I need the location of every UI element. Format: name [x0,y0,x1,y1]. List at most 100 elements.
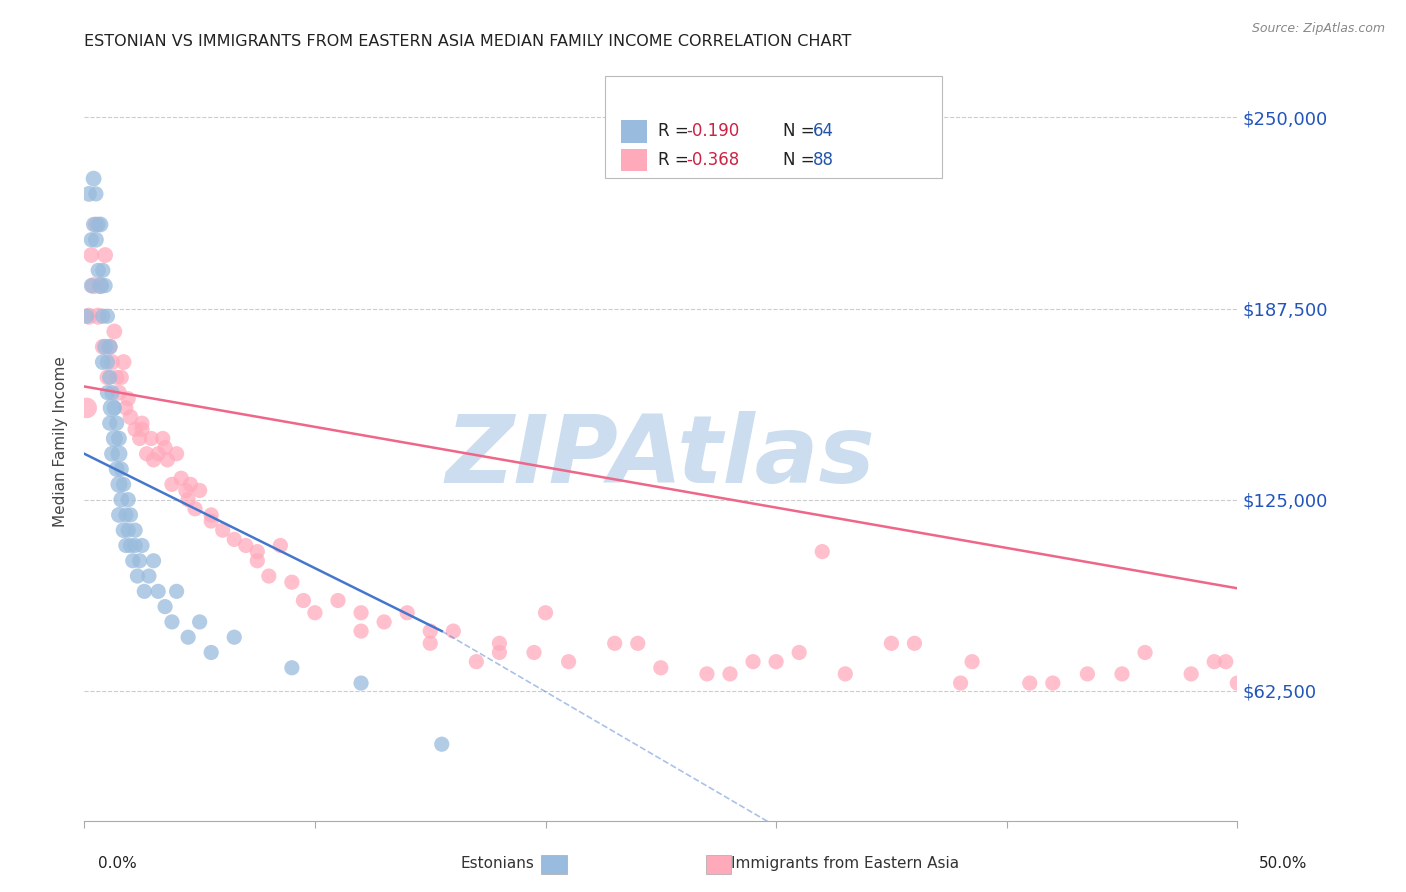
Point [350,676,373,690]
Point [121,554,143,568]
Point [83,171,105,186]
Point [117,392,139,406]
Point [101,401,124,415]
Point [110,370,132,384]
Point [269,539,291,553]
Point [650,661,672,675]
Point [87,309,110,323]
Point [80,233,103,247]
Point [200,514,222,528]
Point [141,432,163,446]
Point [224,630,246,644]
Point [115,508,138,522]
Point [834,666,856,681]
Point [179,477,201,491]
Point [146,447,169,461]
Point [108,508,131,522]
Point [108,477,131,491]
Point [91,340,114,354]
Point [76,401,98,415]
Text: R =: R = [658,151,695,169]
Point [373,615,395,629]
Point [557,655,579,669]
Point [246,544,269,558]
Point [465,655,488,669]
Point [83,278,105,293]
Point [488,645,510,659]
Point [117,492,139,507]
Point [84,186,107,201]
Point [115,401,138,415]
Text: 88: 88 [813,151,834,169]
Point [110,492,132,507]
Point [292,593,315,607]
Point [103,325,125,339]
Point [166,584,188,599]
Point [120,508,142,522]
Point [811,544,834,558]
Point [101,355,124,369]
Point [160,477,183,491]
Point [350,624,373,639]
Point [960,655,983,669]
Point [105,462,128,476]
Point [87,218,110,232]
Point [98,340,121,354]
Point [1018,676,1040,690]
Point [523,645,546,659]
Point [1133,645,1156,659]
Point [903,636,925,650]
Point [787,645,810,659]
Point [117,523,139,537]
Point [488,636,510,650]
Point [949,676,972,690]
Text: 50.0%: 50.0% [1260,856,1308,871]
Point [1226,676,1249,690]
Point [419,624,441,639]
Point [257,569,280,583]
Point [160,615,183,629]
Text: Immigrants from Eastern Asia: Immigrants from Eastern Asia [731,856,959,871]
Point [188,483,211,498]
Point [110,462,132,476]
Text: -0.190: -0.190 [686,122,740,140]
Point [304,606,326,620]
Point [108,432,131,446]
Text: R =: R = [658,122,695,140]
Point [235,539,257,553]
Point [765,655,787,669]
Point [627,636,650,650]
Point [170,471,193,485]
Text: N =: N = [783,122,820,140]
Point [96,370,118,384]
Point [177,630,200,644]
Text: 64: 64 [813,122,834,140]
Point [87,263,110,277]
Point [108,385,131,400]
Point [350,606,373,620]
Point [96,355,118,369]
Point [96,309,118,323]
Point [430,737,453,751]
Point [124,422,146,436]
Text: Estonians: Estonians [460,856,534,871]
Point [142,453,165,467]
Text: N =: N = [783,151,820,169]
Point [1180,666,1202,681]
Point [200,508,222,522]
Point [105,416,128,430]
Point [115,539,138,553]
Point [156,453,179,467]
Point [246,554,269,568]
Point [135,447,157,461]
Point [419,636,441,650]
Point [1204,655,1226,669]
Point [742,655,765,669]
Point [96,385,118,400]
Point [1215,655,1237,669]
Point [127,569,149,583]
Point [98,416,121,430]
Point [603,636,626,650]
Point [112,523,135,537]
Point [101,385,124,400]
